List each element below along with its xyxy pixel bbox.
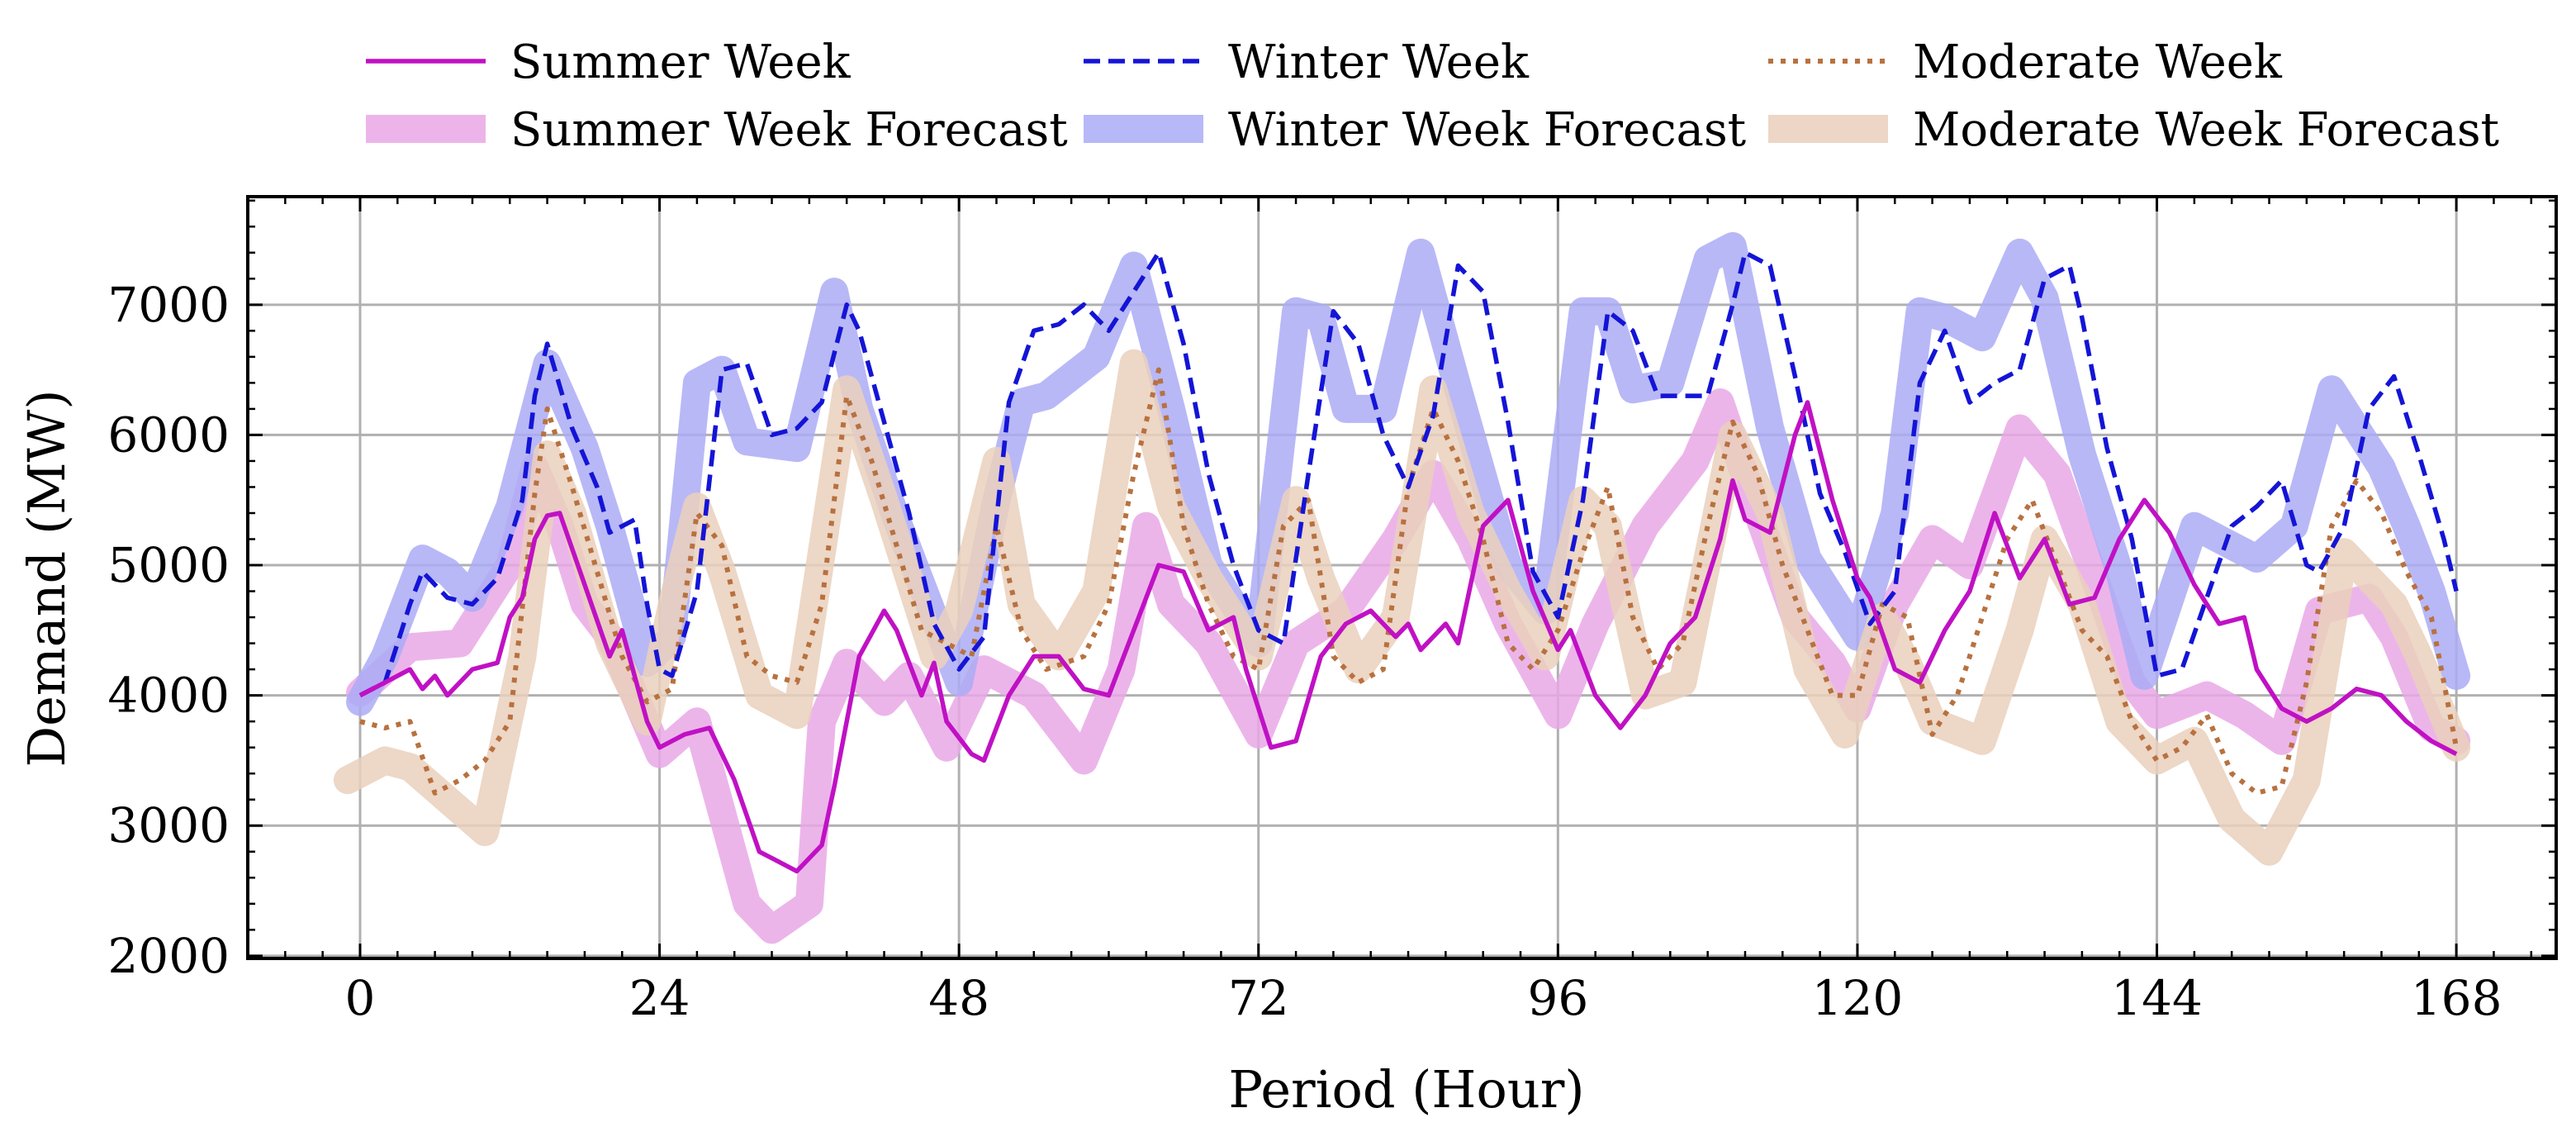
- x-axis-label: Period (Hour): [1228, 1059, 1584, 1120]
- x-tick-label: 72: [1228, 970, 1289, 1026]
- x-tick-label: 120: [1812, 970, 1904, 1026]
- y-tick-label: 3000: [107, 797, 230, 854]
- legend-label: Summer Week: [510, 36, 852, 89]
- series-line: [358, 250, 2459, 698]
- y-tick-label: 5000: [107, 537, 230, 593]
- plot-border: [246, 195, 2558, 960]
- axis-ticks: 0 24 48 72 96 120 144 168 2000 3000 4000 5000 6000 70…: [107, 197, 2556, 1026]
- legend-label: Moderate Week Forecast: [1913, 103, 2500, 157]
- legend-label: Summer Week Forecast: [510, 103, 1068, 157]
- series-band: [333, 349, 2471, 866]
- x-tick-label: 48: [928, 970, 989, 1026]
- legend-label: Moderate Week: [1913, 36, 2283, 89]
- y-tick-label: 6000: [107, 407, 230, 463]
- y-tick-label: 2000: [107, 928, 230, 984]
- y-tick-label: 7000: [107, 277, 230, 333]
- x-tick-label: 24: [629, 970, 690, 1026]
- legend-label: Winter Week: [1228, 36, 1530, 89]
- y-tick-label: 4000: [107, 668, 230, 724]
- y-axis-label: Demand (MW): [17, 389, 77, 767]
- x-tick-label: 144: [2111, 970, 2203, 1026]
- actual-lines: [358, 250, 2460, 874]
- legend: Summer Week Summer Week Forecast Winter We…: [366, 36, 2500, 157]
- series-line: [358, 400, 2458, 874]
- legend-label: Winter Week Forecast: [1228, 103, 1747, 157]
- x-tick-label: 0: [345, 970, 376, 1026]
- x-tick-label: 168: [2411, 970, 2502, 1026]
- x-tick-label: 96: [1527, 970, 1588, 1026]
- plot-frame: [246, 195, 2558, 960]
